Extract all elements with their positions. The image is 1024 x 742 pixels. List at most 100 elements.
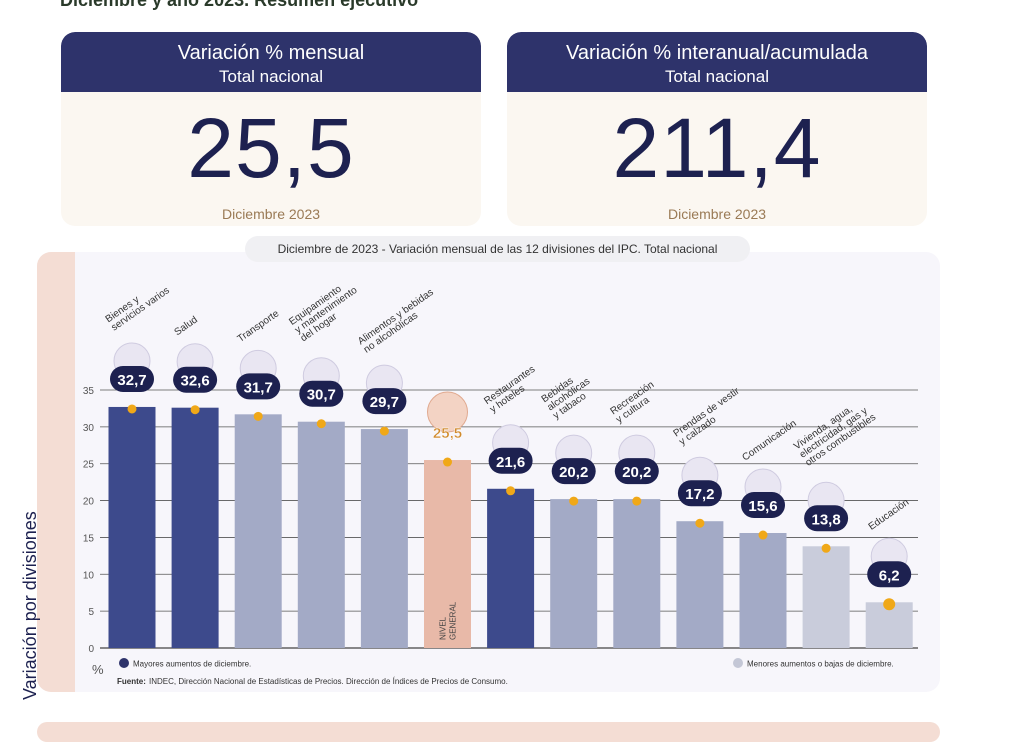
value-label-bg (867, 561, 912, 588)
bar (234, 414, 282, 648)
category-label: Alimentos y bebidasno alcohólicas (356, 287, 441, 356)
legend-label: Menores aumentos o bajas de diciembre. (747, 660, 894, 669)
category-label: Bebidasalcohólicasy tabaco (540, 368, 598, 422)
value-label: 20,2 (559, 464, 588, 481)
source-text: INDEC, Dirección Nacional de Estadística… (149, 677, 508, 686)
value-label-bg (614, 458, 659, 485)
category-label: Vivienda, agua,electricidad, gas yotros … (792, 396, 878, 469)
monthly-card-date: Diciembre 2023 (221, 206, 321, 222)
monthly-card-title: Variación % mensual (177, 42, 365, 64)
category-label: Recreacióny cultura (608, 379, 661, 425)
value-label: 25,5 (433, 425, 462, 442)
value-label-bg (677, 480, 722, 507)
category-label-line: Transporte (236, 308, 282, 345)
category-label-line: Comunicación (740, 418, 798, 463)
value-label: 6,2 (879, 567, 900, 584)
legend-swatch (119, 658, 129, 668)
y-tick-label: 5 (88, 607, 94, 618)
bar (360, 429, 408, 648)
bar-dot (632, 496, 642, 506)
monthly-variation-card: Variación % mensual Total nacional 25,5 … (61, 32, 481, 226)
category-label: Equipamientoy mantenimientodel hogar (287, 276, 365, 344)
category-label-line: Educación (867, 497, 912, 533)
yearly-card-date: Diciembre 2023 (667, 206, 767, 222)
bar-dot (883, 598, 896, 611)
y-unit-label: % (92, 662, 104, 677)
value-label: 20,2 (622, 464, 651, 481)
yearly-card-subtitle: Total nacional (665, 67, 769, 86)
bar-dot (443, 457, 452, 467)
value-label: 32,7 (117, 372, 146, 389)
bar (424, 460, 471, 648)
category-label-line: Alimentos y bebidas (356, 287, 436, 347)
yearly-card-header: Variación % interanual/acumulada Total n… (507, 32, 927, 92)
value-label-bg (804, 505, 849, 532)
category-label: Restaurantesy hoteles (482, 364, 543, 415)
category-label-line: NIVEL (439, 616, 448, 640)
value-label: 31,7 (244, 379, 273, 396)
y-tick-label: 0 (88, 644, 94, 655)
category-label: NIVELGENERAL (439, 601, 458, 640)
value-label-bg (551, 458, 596, 485)
value-label: 30,7 (307, 387, 336, 404)
value-label: 13,8 (811, 511, 840, 528)
category-label: Bienes yservicios varios (104, 277, 172, 333)
value-label-bg (741, 492, 785, 519)
value-label-bg (488, 447, 533, 474)
y-tick-label: 25 (83, 460, 95, 471)
monthly-card-value: 25,5 (187, 101, 355, 195)
bar (550, 499, 598, 648)
value-label: 29,7 (370, 394, 399, 411)
value-label: 21,6 (496, 454, 525, 471)
value-label-bg (173, 366, 218, 393)
bar-dot (758, 530, 768, 540)
bar (802, 546, 850, 648)
yearly-card-value: 211,4 (612, 101, 822, 195)
value-label: 32,6 (180, 373, 209, 390)
bar-dot (569, 496, 579, 506)
bar-dot (506, 486, 516, 496)
monthly-card-header: Variación % mensual Total nacional (61, 32, 481, 92)
bar-dot (190, 405, 200, 415)
category-label: Salud (173, 314, 200, 338)
legend-swatch (733, 658, 743, 668)
next-section-strip (37, 722, 940, 742)
category-label-line: GENERAL (449, 601, 458, 640)
y-tick-label: 20 (83, 497, 95, 508)
value-label-bg (236, 373, 281, 400)
bar (171, 407, 219, 648)
bar-dot (821, 543, 831, 553)
bar (739, 533, 787, 648)
category-label-line: Salud (173, 314, 200, 338)
yearly-variation-card: Variación % interanual/acumulada Total n… (507, 32, 927, 226)
bar-dot (695, 518, 705, 528)
legend-label: Mayores aumentos de diciembre. (133, 660, 251, 669)
category-label: Educación (867, 497, 912, 533)
value-label-bg (110, 365, 154, 392)
bar (487, 488, 535, 648)
source-label: Fuente: (117, 677, 146, 686)
value-label: 17,2 (685, 486, 714, 503)
category-label: Transporte (236, 308, 282, 345)
category-label: Comunicación (740, 418, 798, 463)
monthly-card-subtitle: Total nacional (219, 67, 323, 86)
bar-dot (253, 411, 263, 421)
yearly-card-title: Variación % interanual/acumulada (565, 42, 869, 64)
chart-title: Diciembre de 2023 - Variación mensual de… (245, 236, 750, 262)
category-icon (427, 391, 468, 433)
y-tick-label: 15 (83, 533, 95, 544)
bar (676, 521, 724, 648)
value-label: 15,6 (748, 498, 777, 515)
y-tick-label: 10 (83, 570, 95, 581)
bar-dot (379, 426, 389, 436)
bar (613, 499, 661, 648)
y-tick-label: 35 (83, 386, 95, 397)
category-label: Prendas de vestiry calzado (672, 385, 748, 447)
bar (297, 421, 345, 648)
y-tick-label: 30 (83, 423, 95, 434)
page-header-fragment: Diciembre y año 2023. Resumen ejecutivo (60, 0, 419, 10)
bar-dot (316, 419, 326, 429)
value-label-bg (299, 380, 344, 407)
value-label-bg (362, 388, 407, 415)
